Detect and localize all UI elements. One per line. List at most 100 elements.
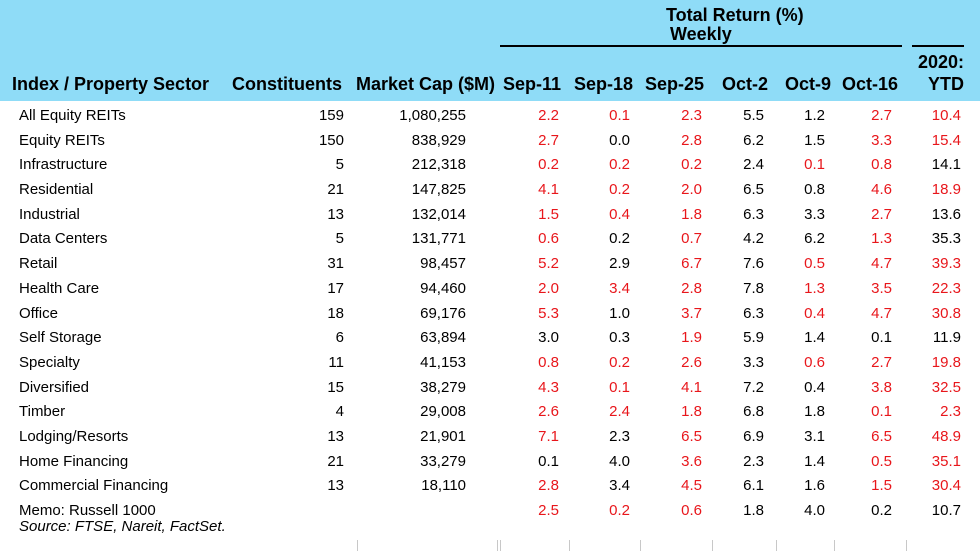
bottom-gridline xyxy=(497,540,498,551)
cell-w1: 2.8 xyxy=(538,477,559,495)
cell-w1: 2.7 xyxy=(538,131,559,149)
cell-w5: 0.5 xyxy=(804,255,825,273)
cell-w3: 0.7 xyxy=(681,230,702,248)
cell-w6: 2.7 xyxy=(871,353,892,371)
cell-w3: 0.2 xyxy=(681,156,702,174)
cell-constituents: 15 xyxy=(327,378,344,396)
cell-w2: 0.3 xyxy=(609,329,630,347)
cell-market-cap: 18,110 xyxy=(421,477,466,495)
cell-w5: 6.2 xyxy=(804,230,825,248)
cell-name: Office xyxy=(19,304,58,322)
cell-w2: 2.4 xyxy=(609,403,630,421)
bottom-gridline xyxy=(640,540,641,551)
cell-w2: 1.0 xyxy=(609,304,630,322)
cell-w2: 3.4 xyxy=(609,477,630,495)
cell-w1: 0.1 xyxy=(538,452,559,470)
bottom-gridline xyxy=(357,540,358,551)
cell-w4: 6.3 xyxy=(743,205,764,223)
cell-w3: 1.8 xyxy=(681,205,702,223)
cell-w6: 0.1 xyxy=(871,329,892,347)
cell-w5: 0.4 xyxy=(804,304,825,322)
ytd-divider-line xyxy=(912,45,964,47)
cell-w3: 2.6 xyxy=(681,353,702,371)
cell-w3: 6.5 xyxy=(681,427,702,445)
cell-market-cap: 94,460 xyxy=(420,279,466,297)
table-row: Residential 21 147,825 4.1 0.2 2.0 6.5 0.8 4.6 18… xyxy=(0,178,980,203)
table-header: Total Return (%) Weekly 2020: Index / Pr… xyxy=(0,0,980,101)
cell-w2: 3.4 xyxy=(609,279,630,297)
cell-w6: 4.7 xyxy=(871,255,892,273)
bottom-gridline xyxy=(569,540,570,551)
cell-name: Data Centers xyxy=(19,230,108,248)
cell-w4: 5.9 xyxy=(743,329,764,347)
cell-w2: 0.2 xyxy=(609,353,630,371)
bottom-gridline xyxy=(500,540,501,551)
cell-ytd: 30.8 xyxy=(931,304,961,322)
cell-constituents: 5 xyxy=(335,230,344,248)
cell-w5: 0.6 xyxy=(804,353,825,371)
cell-w1: 4.3 xyxy=(538,378,559,396)
weekly-subtitle: Weekly xyxy=(670,24,732,44)
cell-name: Lodging/Resorts xyxy=(19,427,129,445)
cell-w4: 6.1 xyxy=(743,477,764,495)
cell-w1: 4.1 xyxy=(538,181,559,199)
cell-w3: 2.3 xyxy=(681,107,702,124)
cell-name: Self Storage xyxy=(19,329,102,347)
cell-w1: 5.3 xyxy=(538,304,559,322)
cell-w6: 3.5 xyxy=(871,279,892,297)
cell-market-cap: 212,318 xyxy=(411,156,466,174)
cell-w4: 5.5 xyxy=(743,107,764,124)
table-row: Retail 31 98,457 5.2 2.9 6.7 7.6 0.5 4.7 39.3 xyxy=(0,252,980,277)
total-return-group-title: Total Return (%) xyxy=(666,5,804,25)
cell-market-cap: 33,279 xyxy=(420,452,466,470)
cell-w5: 1.3 xyxy=(804,279,825,297)
source-note: Source: FTSE, Nareit, FactSet. xyxy=(19,518,226,535)
cell-w1: 2.5 xyxy=(538,502,559,519)
bottom-gridline xyxy=(834,540,835,551)
cell-w4: 4.2 xyxy=(743,230,764,248)
cell-ytd: 11.9 xyxy=(932,329,961,347)
column-header-market-cap: Market Cap ($M) xyxy=(356,74,496,94)
cell-w4: 7.6 xyxy=(743,255,764,273)
cell-w2: 4.0 xyxy=(609,452,630,470)
cell-w5: 1.2 xyxy=(804,107,825,124)
cell-w3: 3.7 xyxy=(681,304,702,322)
cell-market-cap: 1,080,255 xyxy=(399,107,466,124)
cell-market-cap: 69,176 xyxy=(420,304,466,322)
cell-w5: 1.5 xyxy=(804,131,825,149)
cell-w2: 0.2 xyxy=(609,156,630,174)
cell-w4: 7.8 xyxy=(743,279,764,297)
cell-w5: 4.0 xyxy=(804,502,825,519)
table-row: Data Centers 5 131,771 0.6 0.2 0.7 4.2 6.2 1.3 35… xyxy=(0,227,980,252)
column-header-oct-16: Oct-16 xyxy=(842,74,899,94)
cell-market-cap: 98,457 xyxy=(420,255,466,273)
cell-ytd: 32.5 xyxy=(931,378,961,396)
cell-w1: 1.5 xyxy=(538,205,559,223)
cell-w6: 3.3 xyxy=(871,131,892,149)
column-header-sep-18: Sep-18 xyxy=(574,74,634,94)
cell-w4: 6.2 xyxy=(743,131,764,149)
column-header-constituents: Constituents xyxy=(232,74,342,94)
cell-w2: 0.2 xyxy=(609,230,630,248)
cell-market-cap: 131,771 xyxy=(411,230,466,248)
cell-w2: 0.2 xyxy=(609,502,630,519)
cell-name: Residential xyxy=(19,181,94,199)
table-row: Health Care 17 94,460 2.0 3.4 2.8 7.8 1.3 3.5 22.… xyxy=(0,277,980,302)
cell-w6: 2.7 xyxy=(871,205,892,223)
cell-ytd: 39.3 xyxy=(931,255,961,273)
cell-w6: 0.5 xyxy=(871,452,892,470)
table-row: Specialty 11 41,153 0.8 0.2 2.6 3.3 0.6 2.7 19.8 xyxy=(0,351,980,376)
table-row: Office 18 69,176 5.3 1.0 3.7 6.3 0.4 4.7 30.8 xyxy=(0,302,980,327)
cell-name: Equity REITs xyxy=(19,131,105,149)
cell-w6: 4.6 xyxy=(871,181,892,199)
cell-constituents: 13 xyxy=(327,427,344,445)
cell-w4: 6.5 xyxy=(743,181,764,199)
ytd-year-label: 2020: xyxy=(917,52,964,72)
bottom-gridline xyxy=(906,540,907,551)
column-header-sep-11: Sep-11 xyxy=(503,74,562,94)
cell-ytd: 15.4 xyxy=(931,131,961,149)
cell-w3: 6.7 xyxy=(681,255,702,273)
cell-w5: 3.3 xyxy=(804,205,825,223)
cell-market-cap: 147,825 xyxy=(411,181,466,199)
column-header-ytd: YTD xyxy=(928,74,964,94)
